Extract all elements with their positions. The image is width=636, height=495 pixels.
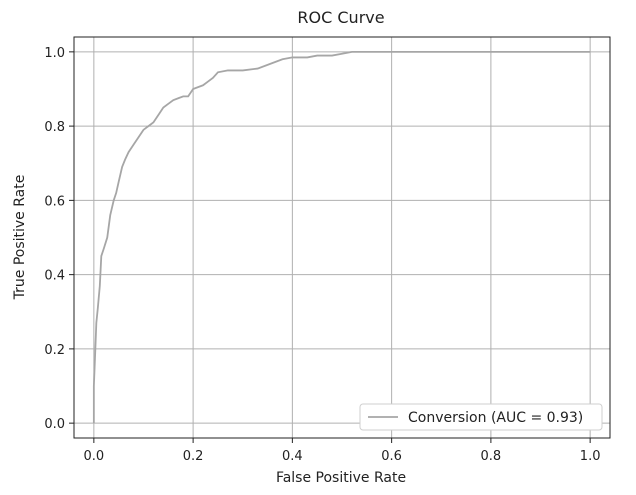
grid [74, 37, 610, 438]
x-tick-label-1: 0.2 [183, 449, 204, 464]
plot-frame [73, 36, 611, 439]
y-tick-label-5: 1.0 [44, 46, 65, 61]
x-tick-label-4: 0.8 [481, 449, 502, 464]
y-tick-label-3: 0.6 [44, 194, 65, 209]
x-axis: 0.0 0.2 0.4 0.6 0.8 1.0 [84, 438, 601, 464]
legend-label-conversion: Conversion (AUC = 0.93) [408, 410, 583, 426]
y-axis: 0.0 0.2 0.4 0.6 0.8 1.0 [44, 46, 74, 432]
x-tick-label-5: 1.0 [580, 449, 601, 464]
x-axis-label: False Positive Rate [276, 470, 406, 486]
y-tick-label-0: 0.0 [44, 417, 65, 432]
x-tick-label-0: 0.0 [84, 449, 105, 464]
legend: Conversion (AUC = 0.93) [359, 403, 603, 431]
y-axis-label: True Positive Rate [12, 175, 28, 301]
chart-title: ROC Curve [297, 8, 384, 27]
y-tick-label-2: 0.4 [44, 269, 65, 284]
y-tick-label-1: 0.2 [44, 343, 65, 358]
x-tick-label-3: 0.6 [381, 449, 402, 464]
series-line-conversion [92, 50, 591, 424]
x-tick-label-2: 0.4 [282, 449, 303, 464]
legend-box [359, 403, 603, 431]
y-tick-label-4: 0.8 [44, 120, 65, 135]
